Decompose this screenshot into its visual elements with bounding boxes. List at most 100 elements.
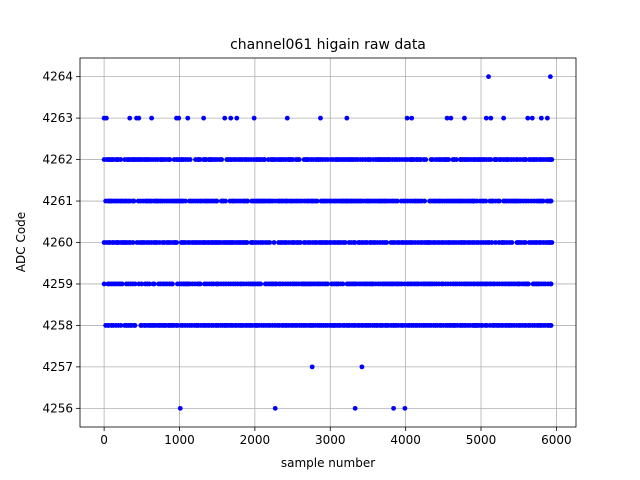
data-point [544,115,550,121]
data-point [548,323,554,328]
data-point [187,157,193,162]
data-point [272,405,278,411]
data-point [488,157,494,162]
data-point [222,115,228,121]
data-point [174,240,180,245]
data-point [325,281,330,287]
y-tick-label: 4261 [42,194,73,208]
x-axis-label: sample number [281,456,375,470]
data-point [132,323,138,328]
data-point [177,405,183,411]
data-point [522,240,528,245]
data-point [344,115,350,121]
data-point [245,198,251,204]
data-point [103,115,109,121]
x-tick-label: 0 [100,433,108,447]
data-point [352,405,358,411]
data-point [132,281,138,287]
x-tick-label: 1000 [164,433,195,447]
data-point [309,364,315,370]
data-point [118,323,124,328]
data-point [446,157,452,162]
data-point [219,157,225,162]
data-point [422,198,428,204]
data-point [167,157,173,162]
x-axis: 0 1000 2000 3000 4000 5000 6000 [100,427,572,447]
data-point [488,115,494,121]
data-point [509,240,515,245]
data-point [151,281,157,287]
data-point [391,405,396,411]
y-tick-label: 4262 [42,153,73,167]
data-point [131,198,137,204]
data-point [267,240,273,245]
data-point [384,240,390,245]
data-point [214,198,220,204]
y-tick-label: 4264 [42,70,73,84]
data-point [234,115,240,121]
x-tick-label: 2000 [240,433,271,447]
data-point [549,240,555,245]
data-point [223,198,228,204]
data-point [402,405,408,411]
data-point [262,157,268,162]
data-point [284,115,290,121]
data-point [342,240,348,245]
data-point [139,281,145,287]
data-point [119,281,125,287]
data-point [201,115,207,121]
y-axis: 4256 4257 4258 4259 4260 4261 4262 4263 4264 [42,70,80,415]
data-point [318,115,323,121]
data-point [136,115,142,121]
data-point [525,115,531,121]
data-point [314,198,320,204]
data-point [404,115,410,121]
data-point [258,281,264,287]
data-point [444,115,450,121]
data-point [175,323,181,328]
data-point [493,240,498,245]
data-point [127,115,133,121]
data-point [548,281,554,287]
data-point [462,115,467,121]
data-point [501,115,507,121]
data-point [486,74,491,80]
y-tick-label: 4263 [42,111,73,125]
x-tick-label: 5000 [466,433,497,447]
data-point [395,198,400,204]
y-tick-label: 4260 [42,236,73,250]
y-axis-label: ADC Code [14,212,28,272]
data-point [547,74,553,80]
data-point [340,281,346,287]
data-point [183,198,188,204]
data-point [448,115,454,121]
data-point [185,115,191,121]
data-points [101,74,555,411]
y-tick-label: 4257 [42,360,73,374]
y-tick-label: 4258 [42,318,73,332]
data-point [548,198,554,204]
data-point [149,115,155,121]
data-point [251,115,257,121]
y-tick-label: 4259 [42,277,73,291]
data-point [118,157,124,162]
data-point [483,198,489,204]
data-point [409,115,415,121]
data-point [228,115,234,121]
data-point [176,115,182,121]
data-point [197,157,203,162]
data-point [197,281,203,287]
data-point [296,157,302,162]
data-point [130,240,136,245]
data-point [526,281,531,287]
data-point [147,281,152,287]
data-point [523,157,529,162]
data-point [529,115,535,121]
chart-title: channel061 higain raw data [230,37,426,53]
x-tick-label: 4000 [390,433,421,447]
data-point [352,240,358,245]
data-point [271,240,277,245]
data-point [453,157,459,162]
